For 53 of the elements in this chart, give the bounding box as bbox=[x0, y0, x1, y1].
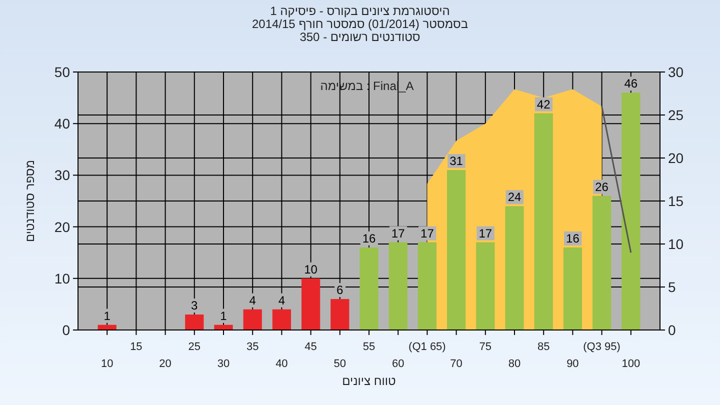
data-label: 17 bbox=[420, 226, 434, 240]
data-label: 26 bbox=[595, 180, 609, 194]
x-tick-label: 85 bbox=[537, 341, 550, 353]
chart-subtitle: בסמסטר (01/2014) סמסטר חורף 2014/15 סטודנטים רשומים - 350 bbox=[252, 17, 468, 44]
x-tick-label: 90 bbox=[566, 358, 579, 370]
data-label: 1 bbox=[220, 308, 228, 323]
y-tick-label: 0 bbox=[62, 322, 70, 338]
chart-title: היסטוגרמת ציונים בקורס - פיסיקה 1 bbox=[270, 4, 450, 18]
x-tick-label: 40 bbox=[276, 358, 288, 370]
y-tick-label: 10 bbox=[54, 270, 70, 286]
data-label: 10 bbox=[304, 262, 318, 276]
y2-tick-label: 20 bbox=[668, 150, 684, 166]
data-label: 16 bbox=[566, 231, 580, 246]
y2-tick-label: 15 bbox=[668, 193, 684, 209]
x-tick-label: 30 bbox=[217, 358, 230, 370]
y2-tick-label: 5 bbox=[668, 279, 676, 295]
data-label: 24 bbox=[508, 190, 522, 204]
y-tick-label: 40 bbox=[54, 116, 70, 132]
x-axis-title: טווח ציונים bbox=[342, 374, 396, 388]
x-tick-label: 15 bbox=[130, 341, 142, 353]
x-tick-label: (Q3 95) bbox=[583, 341, 620, 353]
y2-tick-label: 10 bbox=[668, 236, 684, 252]
data-label: 17 bbox=[478, 226, 492, 240]
x-tick-label: 25 bbox=[188, 341, 201, 353]
y-tick-label: 20 bbox=[54, 218, 70, 235]
data-label: 4 bbox=[249, 293, 256, 308]
data-label: 17 bbox=[391, 226, 406, 240]
data-label: 16 bbox=[362, 231, 376, 246]
x-tick-label: 80 bbox=[508, 358, 521, 370]
x-tick-label: (Q1 65) bbox=[408, 341, 446, 353]
data-label: 1 bbox=[104, 308, 111, 323]
y2-tick-label: 25 bbox=[668, 107, 684, 123]
y-axis-title: מספר סטודנטים bbox=[23, 160, 37, 242]
y-tick-label: 50 bbox=[54, 64, 70, 80]
x-tick-label: 55 bbox=[362, 341, 376, 353]
x-tick-label: 10 bbox=[100, 358, 114, 370]
data-label: 4 bbox=[278, 293, 286, 308]
y-tick-label: 30 bbox=[54, 167, 70, 184]
x-tick-label: 75 bbox=[479, 341, 492, 353]
x-tick-label: 70 bbox=[450, 358, 462, 370]
x-tick-label: 20 bbox=[159, 358, 172, 370]
data-label: 31 bbox=[450, 154, 464, 168]
x-tick-label: 50 bbox=[334, 358, 346, 370]
x-tick-label: 35 bbox=[246, 341, 259, 353]
data-label: 42 bbox=[536, 97, 551, 112]
x-tick-label: 60 bbox=[392, 358, 404, 370]
y2-tick-label: 0 bbox=[668, 322, 676, 338]
data-label: 6 bbox=[336, 283, 344, 298]
data-label: 3 bbox=[191, 298, 198, 313]
x-tick-label: 100 bbox=[622, 358, 640, 370]
x-tick-label: 45 bbox=[304, 341, 317, 353]
y2-tick-label: 30 bbox=[668, 64, 684, 80]
data-label: 46 bbox=[624, 76, 638, 91]
